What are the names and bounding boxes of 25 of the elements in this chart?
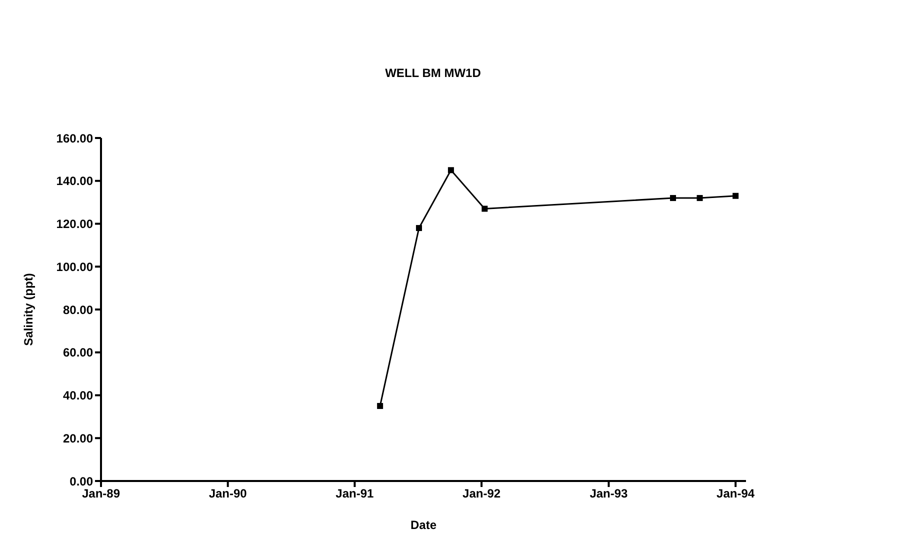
x-tick-label: Jan-91 [336, 486, 374, 501]
y-tick-label: 40.00 [62, 388, 94, 403]
x-tick-label: Jan-90 [208, 486, 248, 501]
y-tick-label: 0.00 [70, 474, 94, 488]
point [696, 195, 703, 202]
point [416, 225, 422, 232]
y-tick-label: 20.00 [62, 431, 94, 446]
y-tick-label: 120.00 [56, 217, 94, 232]
point [732, 192, 739, 199]
point [670, 195, 676, 202]
point [377, 402, 384, 409]
y-tick-label: 100.00 [56, 260, 94, 274]
y-tick-label: 60.00 [62, 346, 94, 360]
point [482, 206, 488, 212]
chart-title: WELL BM MW1D [385, 66, 481, 80]
y-tick-label: 160.00 [56, 131, 94, 146]
y-axis-title: Salinity (ppt) [21, 273, 36, 346]
y-tick-label: 80.00 [62, 302, 94, 317]
x-axis-title: Date [410, 518, 437, 532]
x-tick-label: Jan-92 [462, 486, 501, 501]
x-tick-label: Jan-93 [590, 486, 628, 501]
x-tick-label: Jan-89 [82, 486, 120, 501]
y-tick-label: 140.00 [56, 174, 94, 188]
x-tick-label: Jan-94 [716, 486, 755, 501]
point [448, 167, 454, 174]
